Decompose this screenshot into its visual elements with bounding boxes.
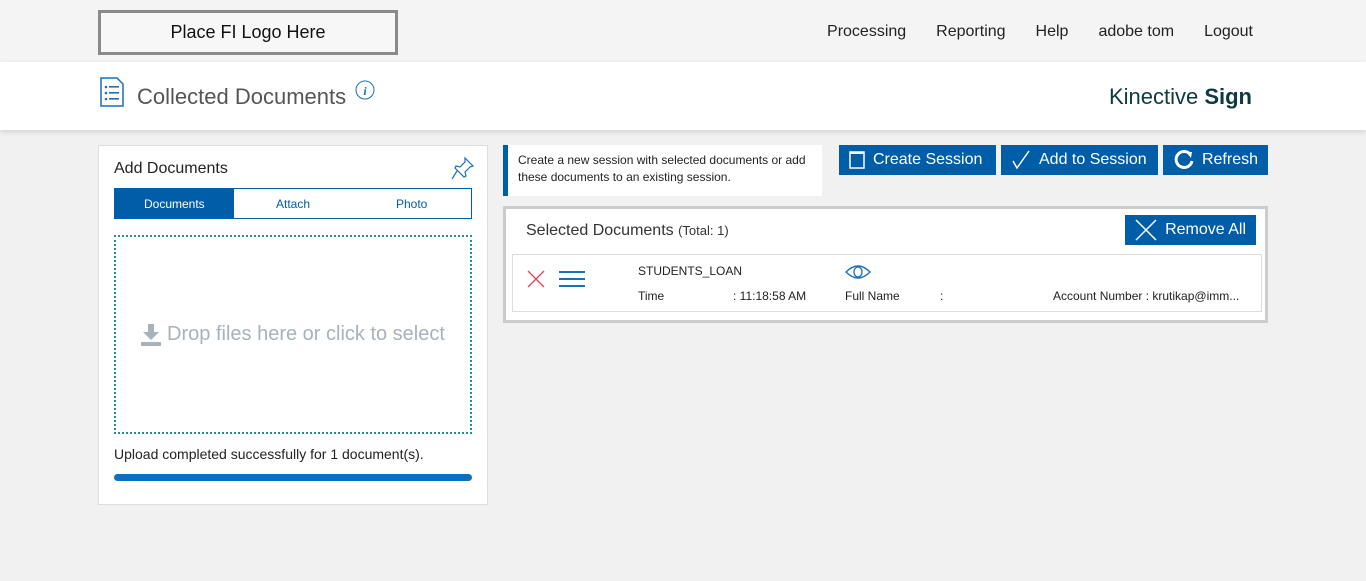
close-icon (1135, 219, 1157, 241)
document-name: STUDENTS_LOAN (638, 264, 743, 278)
check-icon (1012, 150, 1030, 170)
drag-handle-icon[interactable] (559, 271, 585, 287)
time-label: Time (638, 289, 665, 303)
top-bar: Place FI Logo Here Processing Reporting … (0, 0, 1366, 62)
full-name-label: Full Name (845, 289, 900, 303)
selected-title: Selected Documents (Total: 1) (526, 222, 729, 239)
nav-user[interactable]: adobe tom (1098, 23, 1175, 40)
file-drop-zone[interactable]: Drop files here or click to select (114, 235, 472, 434)
time-value: : 11:18:58 AM (733, 289, 807, 303)
upload-progress-bar (114, 474, 472, 481)
nav-reporting[interactable]: Reporting (936, 23, 1006, 40)
drop-label: Drop files here or click to select (167, 323, 445, 345)
logo-placeholder: Place FI Logo Here (98, 10, 398, 55)
create-session-button[interactable]: Create Session (839, 145, 996, 175)
download-icon (141, 323, 162, 346)
panel-title: Add Documents (114, 160, 228, 177)
eye-icon[interactable] (845, 264, 871, 280)
selected-documents-panel: Selected Documents (Total: 1) Remove All… (503, 206, 1268, 323)
add-to-session-button[interactable]: Add to Session (1001, 145, 1158, 175)
session-info: Create a new session with selected docum… (503, 145, 822, 196)
document-row: STUDENTS_LOAN Time : 11:18:58 AM Full Na… (512, 254, 1262, 312)
square-icon (849, 151, 865, 169)
brand-logo: Kinective Sign (1108, 84, 1252, 109)
info-icon[interactable]: i (355, 80, 375, 100)
svg-text:i: i (363, 84, 367, 98)
page-header: Collected Documents i Kinective Sign (0, 62, 1366, 130)
refresh-icon (1174, 149, 1194, 169)
remove-all-button[interactable]: Remove All (1125, 215, 1256, 245)
nav-logout[interactable]: Logout (1204, 23, 1253, 40)
tab-documents[interactable]: Documents (115, 189, 234, 218)
top-nav: Processing Reporting Help adobe tom Logo… (827, 23, 1253, 41)
nav-processing[interactable]: Processing (827, 23, 907, 40)
upload-status: Upload completed successfully for 1 docu… (114, 446, 424, 462)
full-name-value: : (940, 289, 944, 303)
upload-tabs: Documents Attach Photo (114, 188, 472, 219)
tab-photo[interactable]: Photo (396, 196, 428, 211)
pin-icon[interactable] (451, 156, 475, 180)
account-number: Account Number : krutikap@imm... (1053, 289, 1240, 303)
page-title: Collected Documents (137, 84, 347, 109)
remove-document-icon[interactable] (527, 270, 545, 288)
document-list-icon (100, 77, 124, 107)
refresh-button[interactable]: Refresh (1163, 145, 1268, 175)
nav-help[interactable]: Help (1035, 23, 1069, 40)
add-documents-panel: Add Documents Documents Attach Photo Dro… (98, 145, 488, 505)
tab-attach[interactable]: Attach (275, 196, 311, 211)
